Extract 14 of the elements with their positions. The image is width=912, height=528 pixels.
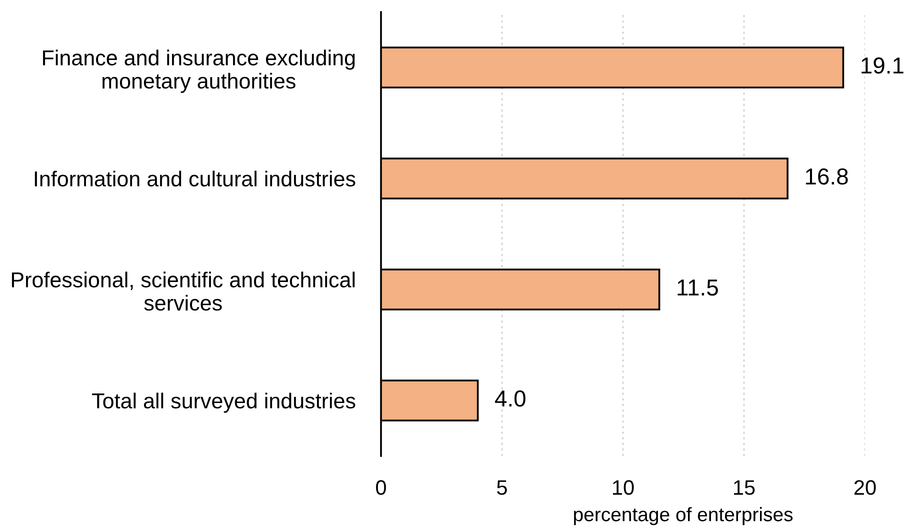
x-tick-label: 0 (376, 480, 386, 495)
data-label: 19.1 (862, 57, 904, 74)
y-tick-label: Information and cultural industries (34, 170, 356, 187)
y-tick-label: Total all surveyed industries (92, 392, 356, 413)
data-label: 11.5 (678, 280, 718, 296)
data-label: 4.0 (494, 390, 526, 407)
y-tick-label: Finance and insurance excluding monetary authorities (43, 50, 355, 93)
x-tick-label: 20 (854, 480, 876, 495)
y-tick-label: Professional, scientific and technical services (12, 272, 355, 311)
x-axis-title: percentage of enterprises (574, 507, 793, 526)
x-tick-label: 5 (497, 480, 507, 495)
data-label: 16.8 (806, 168, 848, 185)
x-tick-label: 15 (734, 480, 755, 495)
x-tick-label: 10 (613, 480, 634, 495)
